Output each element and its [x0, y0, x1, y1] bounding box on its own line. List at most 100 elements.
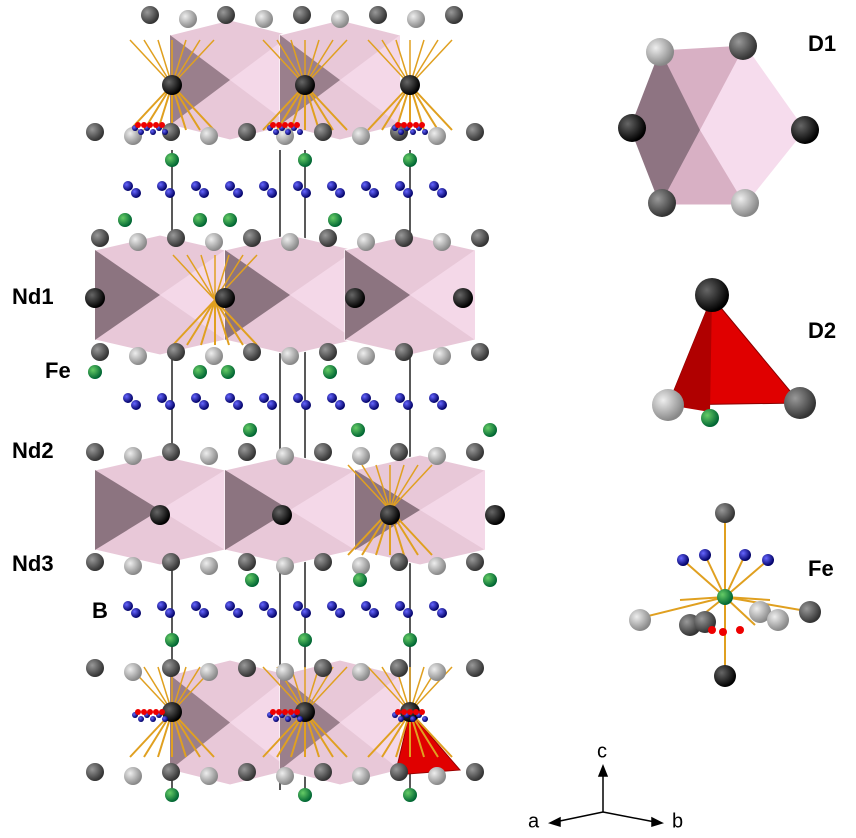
atom	[453, 288, 473, 308]
atom	[259, 601, 269, 611]
atom	[395, 601, 405, 611]
atom	[483, 573, 497, 587]
atom	[243, 229, 261, 247]
atom	[335, 400, 345, 410]
atom	[157, 601, 167, 611]
polyhedron-face	[95, 470, 160, 550]
atom	[199, 400, 209, 410]
atom	[407, 10, 425, 28]
atom	[466, 123, 484, 141]
bond	[389, 464, 433, 511]
atom	[437, 188, 447, 198]
atom	[352, 557, 370, 575]
atom	[200, 663, 218, 681]
atom	[298, 633, 312, 647]
atom	[157, 181, 167, 191]
atom	[719, 628, 727, 636]
atom	[162, 123, 180, 141]
arrow-head	[651, 816, 665, 828]
atom	[86, 659, 104, 677]
atom	[695, 278, 729, 312]
atom	[276, 663, 294, 681]
atom	[400, 75, 420, 95]
atom	[86, 763, 104, 781]
atom	[331, 10, 349, 28]
bond	[304, 84, 348, 131]
atom	[273, 129, 279, 135]
atom	[276, 127, 294, 145]
atom	[419, 709, 425, 715]
bond	[171, 84, 215, 131]
atom	[717, 589, 733, 605]
atom	[395, 343, 413, 361]
atom	[395, 122, 401, 128]
atom	[428, 557, 446, 575]
atom	[445, 6, 463, 24]
atom	[422, 129, 428, 135]
atom	[390, 659, 408, 677]
axis-label: a	[528, 810, 540, 832]
bond	[367, 84, 411, 131]
atom	[437, 608, 447, 618]
atom	[327, 181, 337, 191]
bond	[389, 464, 419, 511]
atom	[123, 393, 133, 403]
atom	[767, 609, 789, 631]
atom	[124, 447, 142, 465]
atom	[749, 601, 771, 623]
bond	[200, 254, 216, 301]
atom	[199, 188, 209, 198]
bond	[304, 39, 348, 86]
bond	[214, 299, 230, 346]
atom	[205, 233, 223, 251]
bond	[724, 559, 769, 598]
atom	[200, 127, 218, 145]
bond	[262, 84, 306, 131]
atom	[369, 608, 379, 618]
atom	[646, 38, 674, 66]
atom	[293, 601, 303, 611]
bond	[724, 596, 813, 613]
atom	[150, 505, 170, 525]
polyhedron-face	[630, 50, 700, 205]
atom	[199, 608, 209, 618]
bond	[389, 464, 405, 511]
atom	[88, 365, 102, 379]
tetrahedron-face	[668, 297, 712, 412]
atom	[225, 393, 235, 403]
atom	[466, 443, 484, 461]
atom	[193, 213, 207, 227]
atom	[403, 153, 417, 167]
atom	[267, 400, 277, 410]
atom	[466, 763, 484, 781]
atom	[165, 400, 175, 410]
atom	[323, 365, 337, 379]
atom	[233, 608, 243, 618]
bond	[186, 254, 216, 301]
atom	[428, 447, 446, 465]
atom	[410, 716, 416, 722]
bond	[129, 39, 173, 86]
atom	[433, 233, 451, 251]
atom	[162, 716, 168, 722]
atom	[352, 127, 370, 145]
polyhedron-face	[345, 250, 410, 340]
atom	[699, 549, 711, 561]
atom	[86, 443, 104, 461]
bond	[304, 711, 348, 758]
atom	[233, 188, 243, 198]
atom	[413, 709, 419, 715]
bond	[186, 299, 216, 346]
atom	[739, 549, 751, 561]
atom	[157, 393, 167, 403]
atom	[677, 554, 689, 566]
atom	[238, 123, 256, 141]
polyhedron-face	[290, 470, 355, 550]
atom	[86, 553, 104, 571]
axis-arrow	[554, 811, 604, 823]
atom	[298, 788, 312, 802]
atom	[150, 716, 156, 722]
atom	[314, 123, 332, 141]
atom	[407, 709, 413, 715]
